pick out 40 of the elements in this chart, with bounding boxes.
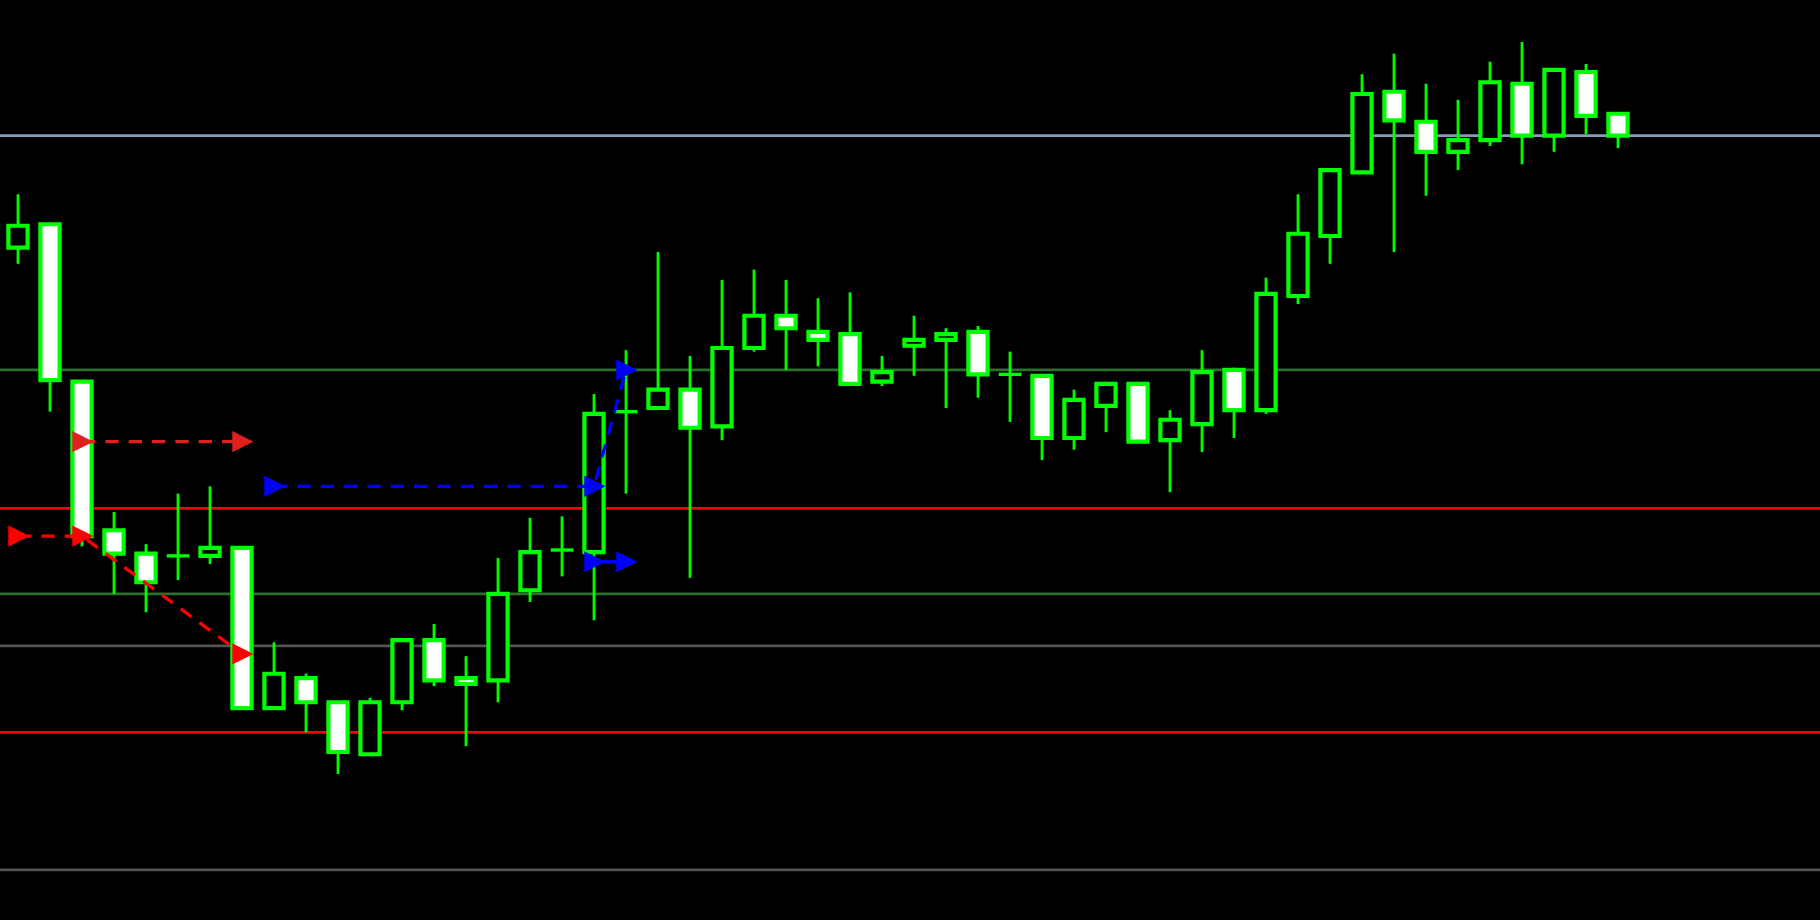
point (8, 526, 28, 546)
candlestick (1446, 98, 1470, 172)
point (584, 552, 604, 572)
candlestick (774, 278, 798, 372)
candlestick (934, 326, 958, 410)
point (72, 431, 92, 452)
candlestick (1606, 111, 1630, 150)
candlestick (806, 296, 830, 368)
candlestick (262, 640, 286, 711)
candlestick (742, 268, 766, 354)
point (616, 552, 636, 572)
candlestick (518, 516, 542, 604)
candlestick (1574, 62, 1598, 136)
point (232, 431, 252, 452)
candlestick (870, 354, 894, 388)
point (616, 360, 636, 380)
candlestick (1158, 408, 1182, 494)
point (584, 476, 604, 497)
point (72, 526, 92, 546)
candlestick (902, 314, 926, 378)
candlestick (1222, 366, 1246, 440)
candlestick (198, 484, 222, 566)
candlestick (998, 350, 1022, 424)
candlestick (1414, 82, 1438, 198)
candlestick (454, 654, 478, 748)
point (232, 644, 252, 664)
candlestick (102, 510, 126, 596)
candlestick (422, 622, 446, 688)
candlestick (646, 250, 670, 411)
candlestick (966, 324, 990, 400)
candlestick (678, 354, 702, 580)
candlestick (166, 492, 190, 582)
candlestick (294, 672, 318, 734)
candlestick (550, 514, 574, 578)
candlestick (1094, 381, 1118, 434)
candlestick (6, 192, 30, 266)
candlestick (1062, 388, 1086, 452)
point (264, 476, 284, 497)
candlestick (1382, 52, 1406, 254)
candlestick (134, 542, 158, 614)
